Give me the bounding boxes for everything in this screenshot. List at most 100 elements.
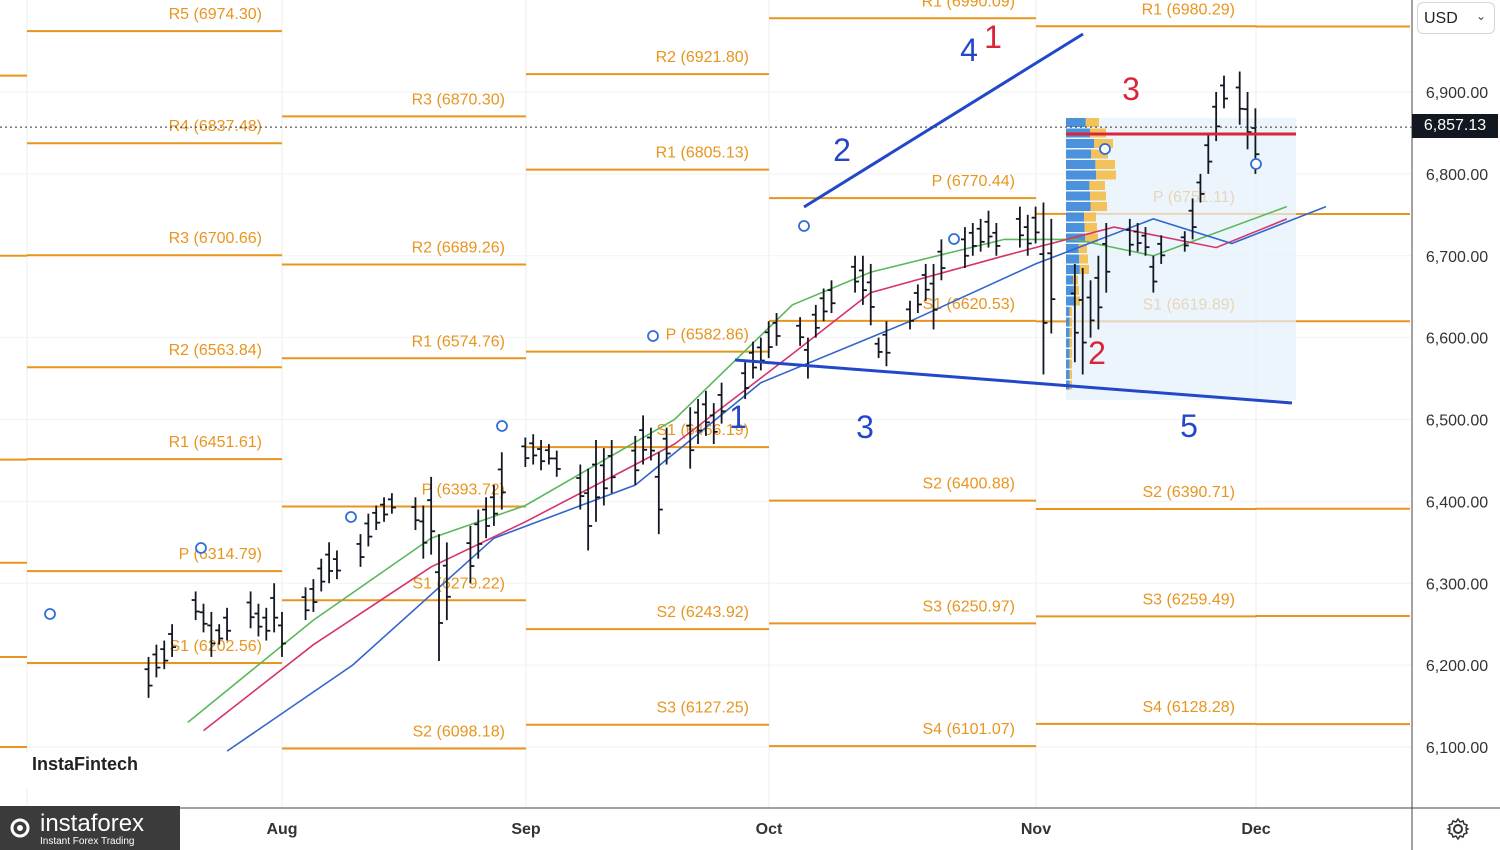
volume-profile-bar [1069,338,1072,348]
pivot-level-label: R1 (6574.76) [412,333,505,350]
wave-label: 3 [1122,71,1140,107]
volume-profile-bar [1073,286,1079,295]
moving-average-fast [187,205,1288,724]
volume-profile-bar [1069,359,1072,369]
event-marker[interactable] [1250,158,1262,170]
volume-profile-bar [1066,160,1096,169]
pivot-level-label: R1 (6805.13) [656,145,749,162]
event-marker[interactable] [1099,143,1111,155]
volume-profile-bar [1078,244,1087,253]
pivot-level-label: R1 (6980.29) [1142,1,1235,18]
volume-profile-bar [1069,349,1072,358]
volume-profile-bar [1066,338,1070,348]
pivot-level-label: P (6314.79) [179,546,262,563]
event-marker[interactable] [195,542,207,554]
price-axis-tick-label: 6,600.00 [1426,331,1488,348]
pivot-level-label: R3 (6870.30) [412,91,505,108]
chart-brand-text: InstaFintech [32,754,139,774]
currency-label: USD [1424,10,1458,27]
volume-profile-bar [1090,202,1107,211]
price-axis-tick-label: 6,900.00 [1426,85,1488,102]
settings-gear-icon[interactable] [1446,817,1470,841]
pivot-level-label: R2 (6689.26) [412,240,505,257]
volume-profile-bar [1066,139,1095,148]
volume-profile-bar [1084,212,1096,222]
pivot-level-label: S2 (6400.88) [922,476,1015,493]
volume-profile-bar [1085,233,1098,243]
currency-selector[interactable]: USD ⌄ [1417,2,1495,34]
volume-profile-bar [1066,244,1079,253]
price-axis-tick-label: 6,100.00 [1426,740,1488,757]
volume-profile-bar [1066,296,1075,306]
pivot-level-label: S4 (6101.07) [922,721,1015,738]
wave-label: 1 [729,399,747,435]
volume-profile-bar [1066,223,1085,232]
event-marker[interactable] [647,330,659,342]
event-marker[interactable] [948,233,960,245]
pivot-level-label: R1 (6451.61) [169,434,262,451]
wave-label: 3 [856,409,874,445]
pivot-level-label: S3 (6259.49) [1142,591,1235,608]
volume-profile-bar [1066,118,1086,127]
event-marker[interactable] [496,420,508,432]
volume-profile-bar [1066,317,1070,327]
pivot-level-label: S2 (6243.92) [656,604,749,621]
pivot-level-label: S3 (6250.97) [922,598,1015,615]
wave-label: 4 [960,32,978,68]
last-price-label: 6,857.13 [1412,114,1498,138]
volume-profile-bar [1066,349,1070,358]
volume-profile-bar [1069,370,1072,379]
pivot-level-label: S2 (6390.71) [1142,484,1235,501]
volume-profile-bar [1090,191,1106,201]
broker-name: instaforex [40,810,145,837]
volume-profile-bar [1066,149,1092,159]
volume-profile-bar [1079,254,1088,264]
volume-profile-bar [1066,181,1090,190]
price-axis-tick-label: 6,500.00 [1426,413,1488,430]
volume-profile-bar [1066,254,1080,264]
volume-profile-bar [1066,359,1070,369]
pivot-level-label: R1 (6990.09) [922,0,1015,10]
pivot-level-label: R5 (6974.30) [169,6,262,23]
pivot-level-label: S1 (6279.22) [412,575,505,592]
moving-average-mid [203,218,1288,732]
price-axis-tick-label: 6,300.00 [1426,576,1488,593]
event-marker[interactable] [44,608,56,620]
pivot-level-label: R3 (6700.66) [169,230,262,247]
pivot-level-label: R2 (6563.84) [169,342,262,359]
volume-profile-bar [1074,296,1080,306]
event-marker[interactable] [345,511,357,523]
pivot-level-label: S1 (6202.56) [169,638,262,655]
volume-profile-bar [1066,328,1070,337]
event-marker[interactable] [798,220,810,232]
volume-profile-bar [1066,191,1090,201]
price-axis-tick-label: 6,200.00 [1426,658,1488,675]
price-axis-tick-label: 6,400.00 [1426,494,1488,511]
wave-label: 2 [833,132,851,168]
volume-profile-bar [1079,265,1089,274]
pivot-level-label: S1 (6620.53) [922,296,1015,313]
broker-tagline: Instant Forex Trading [40,836,135,847]
volume-profile-bar [1066,275,1074,285]
price-axis-tick-label: 6,800.00 [1426,167,1488,184]
pivot-level-label: R2 (6921.80) [656,49,749,66]
volume-profile-bar [1069,328,1072,337]
volume-profile-bar [1084,223,1097,232]
upper-trendline[interactable] [803,32,1084,209]
broker-watermark: instaforex Instant Forex Trading [0,806,180,850]
volume-profile-bar [1066,265,1080,274]
pivot-level-label: S3 (6127.25) [656,700,749,717]
volume-profile-bar [1066,170,1096,180]
pivot-level-label: S2 (6098.18) [412,723,505,740]
volume-profile-bar [1066,286,1074,295]
volume-profile-bar [1066,212,1084,222]
pivot-level-label: S4 (6128.28) [1142,699,1235,716]
time-axis-tick-label: Sep [511,821,541,838]
volume-profile-bar [1096,170,1116,180]
wave-label: 5 [1180,408,1198,444]
time-axis-tick-label: Aug [266,821,297,838]
pivot-level-label: P (6582.86) [666,327,749,344]
volume-profile-bar [1066,370,1070,379]
lower-trendline[interactable] [734,358,1293,405]
